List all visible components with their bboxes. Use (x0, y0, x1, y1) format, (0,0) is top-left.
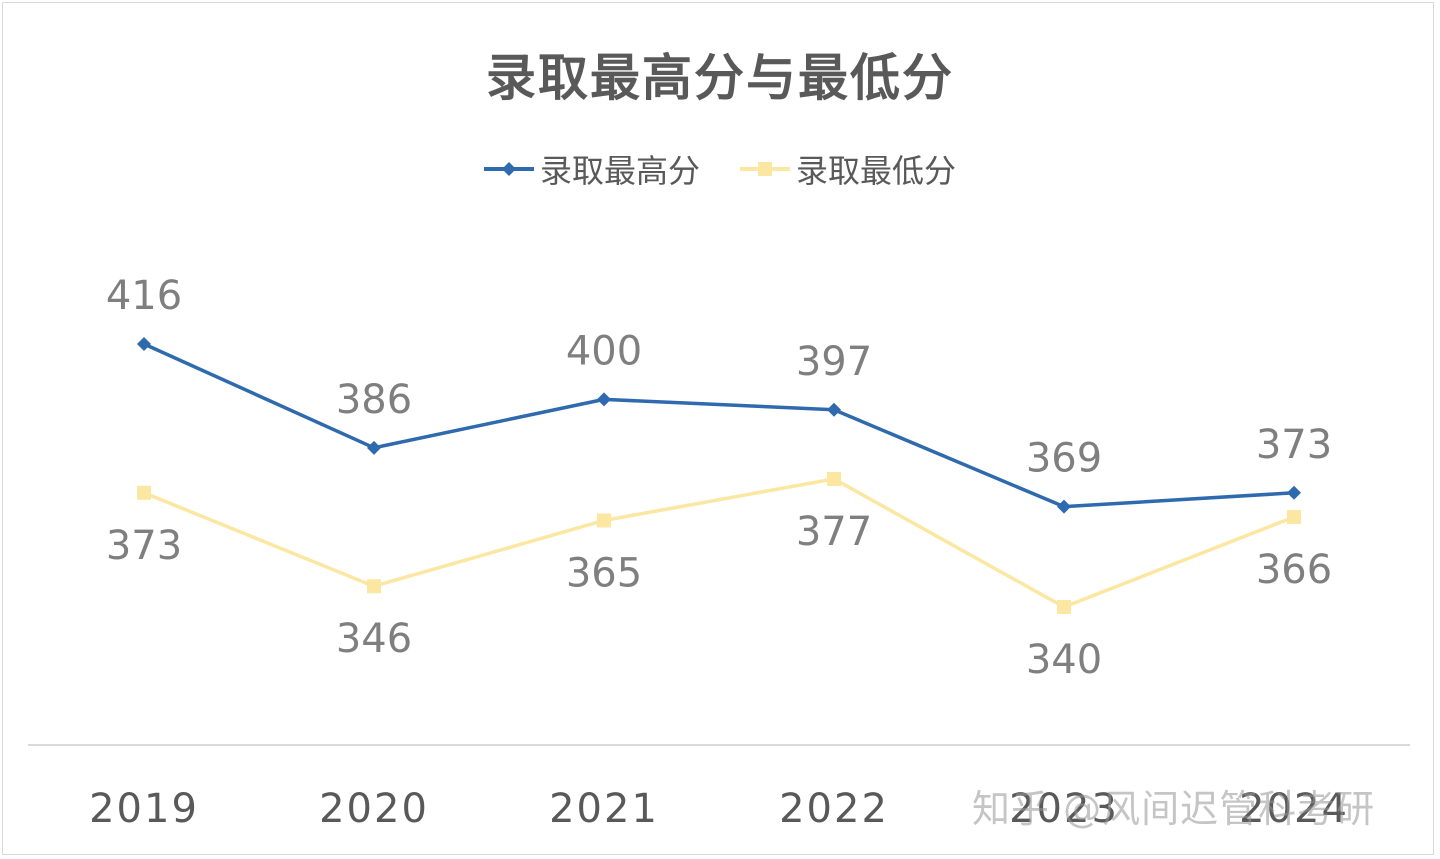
legend-marker-min (740, 162, 790, 176)
data-label-0-2019: 416 (106, 273, 182, 319)
data-label-0-2020: 386 (336, 377, 412, 423)
data-point-1-2024 (1287, 510, 1301, 525)
data-label-0-2022: 397 (796, 339, 872, 385)
x-tick-label-2024: 2024 (1239, 786, 1349, 832)
data-label-0-2021: 400 (566, 328, 642, 374)
data-label-1-2019: 373 (106, 523, 182, 569)
data-label-1-2023: 340 (1026, 637, 1102, 683)
legend-item-min: 录取最低分 (740, 146, 956, 192)
legend-marker-max (483, 162, 534, 176)
legend-item-max: 录取最高分 (483, 146, 700, 192)
data-point-1-2019 (137, 485, 151, 500)
data-label-1-2024: 366 (1256, 547, 1332, 593)
x-tick-label-2020: 2020 (319, 786, 429, 832)
x-tick-label-2023: 2023 (1009, 786, 1119, 832)
data-label-1-2020: 346 (336, 616, 412, 662)
data-label-1-2021: 365 (566, 550, 642, 596)
data-point-0-2022 (827, 402, 841, 417)
x-tick-label-2019: 2019 (89, 786, 199, 832)
legend-label-min: 录取最低分 (796, 152, 957, 190)
x-tick-label-2022: 2022 (779, 786, 889, 832)
data-point-1-2023 (1057, 600, 1071, 614)
data-point-0-2019 (137, 337, 151, 351)
series-line-1 (143, 477, 1295, 609)
watermark: 知乎 @风间迟管科考研 (972, 787, 1376, 831)
data-point-1-2021 (597, 513, 611, 528)
series-line-0 (143, 342, 1295, 509)
data-point-0-2024 (1287, 485, 1301, 500)
data-point-0-2023 (1057, 499, 1071, 514)
data-label-1-2022: 377 (796, 509, 872, 555)
data-label-0-2024: 373 (1256, 422, 1332, 468)
data-point-0-2021 (597, 392, 611, 407)
chart-title: 录取最高分与最低分 (486, 49, 954, 107)
data-label-0-2023: 369 (1026, 436, 1102, 482)
legend-label-max: 录取最高分 (539, 152, 700, 190)
x-tick-label-2021: 2021 (549, 786, 659, 832)
data-point-1-2020 (367, 579, 381, 594)
chart-legend: 录取最高分 录取最低分 (0, 146, 1440, 192)
data-point-1-2022 (827, 471, 841, 486)
data-point-0-2020 (367, 440, 381, 455)
